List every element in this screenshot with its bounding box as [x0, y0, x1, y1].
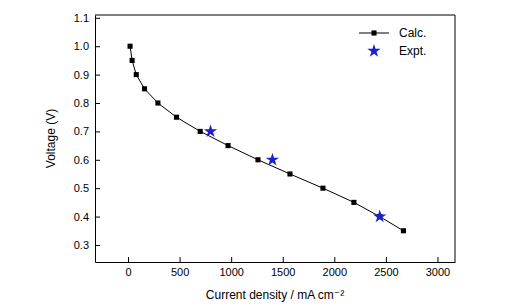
x-tick-label: 3000: [426, 266, 450, 278]
y-tick: 0.7: [74, 125, 100, 137]
x-tick: 500: [171, 257, 189, 278]
x-tick-label: 1500: [271, 266, 295, 278]
x-tick-label: 1000: [219, 266, 243, 278]
x-tick: 2500: [374, 257, 398, 278]
y-tick-mark: [95, 245, 100, 246]
plot-area: 0500100015002000250030000.30.40.50.60.70…: [74, 12, 456, 278]
series-line: [130, 46, 403, 231]
legend-marker: [367, 44, 380, 57]
legend-marker: [371, 30, 376, 35]
data-point: [204, 124, 217, 137]
y-tick-label: 1.1: [74, 12, 89, 24]
y-axis-line: [95, 16, 96, 263]
legend-entry: Calc.: [359, 26, 426, 40]
y-tick: 0.4: [74, 211, 100, 223]
y-tick-label: 0.8: [74, 97, 89, 109]
frame-top: [95, 15, 455, 16]
y-tick-label: 0.7: [74, 125, 89, 137]
frame-right: [455, 15, 456, 262]
chart: 0500100015002000250030000.30.40.50.60.70…: [0, 0, 509, 308]
x-tick-mark: [283, 257, 284, 262]
y-tick-label: 0.6: [74, 154, 89, 166]
y-tick-mark: [95, 75, 100, 76]
y-tick: 0.3: [74, 239, 100, 251]
legend-entry: Expt.: [367, 44, 426, 58]
legend: Calc. Expt.: [359, 26, 426, 58]
data-point: [130, 58, 135, 63]
x-tick-mark: [128, 257, 129, 262]
data-point: [226, 143, 231, 148]
y-axis: 0.3 0.4 0.5 0.6 0.7 0.8 0.9 1.0 1.1: [74, 12, 100, 263]
x-tick: 1500: [271, 257, 295, 278]
x-tick: 3000: [426, 257, 450, 278]
y-tick: 0.8: [74, 97, 100, 109]
data-point: [134, 72, 139, 77]
y-tick-label: 0.3: [74, 239, 89, 251]
x-tick-label: 500: [171, 266, 189, 278]
legend-label: Expt.: [399, 44, 426, 58]
data-point: [142, 86, 147, 91]
y-tick-label: 0.4: [74, 211, 89, 223]
marks: [128, 44, 406, 234]
x-tick-mark: [231, 257, 232, 262]
data-point: [198, 129, 203, 134]
y-tick: 1.0: [74, 40, 100, 52]
x-tick-mark: [386, 257, 387, 262]
x-tick: 1000: [219, 257, 243, 278]
y-axis-title: Voltage (V): [44, 109, 58, 168]
y-tick-label: 0.5: [74, 182, 89, 194]
y-tick: 0.6: [74, 154, 100, 166]
x-axis: 0 500 1000 1500 2000 2500 3000: [96, 257, 456, 278]
y-tick-mark: [95, 103, 100, 104]
data-point: [320, 186, 325, 191]
x-tick-label: 2000: [323, 266, 347, 278]
x-tick: 0: [125, 257, 131, 278]
y-tick-mark: [95, 188, 100, 189]
data-point: [174, 115, 179, 120]
data-point: [255, 157, 260, 162]
x-axis-line: [96, 262, 456, 263]
y-tick-mark: [95, 160, 100, 161]
y-tick-mark: [95, 46, 100, 47]
y-tick: 0.9: [74, 69, 100, 81]
y-tick-mark: [95, 217, 100, 218]
data-point: [401, 228, 406, 233]
y-tick: 1.1: [74, 12, 100, 24]
x-tick-mark: [437, 257, 438, 262]
x-tick: 2000: [323, 257, 347, 278]
y-tick: 0.5: [74, 182, 100, 194]
x-tick-label: 0: [125, 266, 131, 278]
data-point: [373, 210, 386, 223]
y-tick-label: 1.0: [74, 40, 89, 52]
x-tick-mark: [334, 257, 335, 262]
data-point: [155, 100, 160, 105]
data-point: [128, 44, 133, 49]
y-tick-label: 0.9: [74, 69, 89, 81]
y-tick-mark: [95, 131, 100, 132]
x-tick-mark: [180, 257, 181, 262]
legend-label: Calc.: [399, 26, 426, 40]
data-point: [266, 153, 279, 166]
data-point: [351, 200, 356, 205]
y-tick-mark: [95, 18, 100, 19]
data-point: [287, 171, 292, 176]
x-axis-title: Current density / mA cm⁻²: [206, 288, 344, 302]
x-tick-label: 2500: [374, 266, 398, 278]
